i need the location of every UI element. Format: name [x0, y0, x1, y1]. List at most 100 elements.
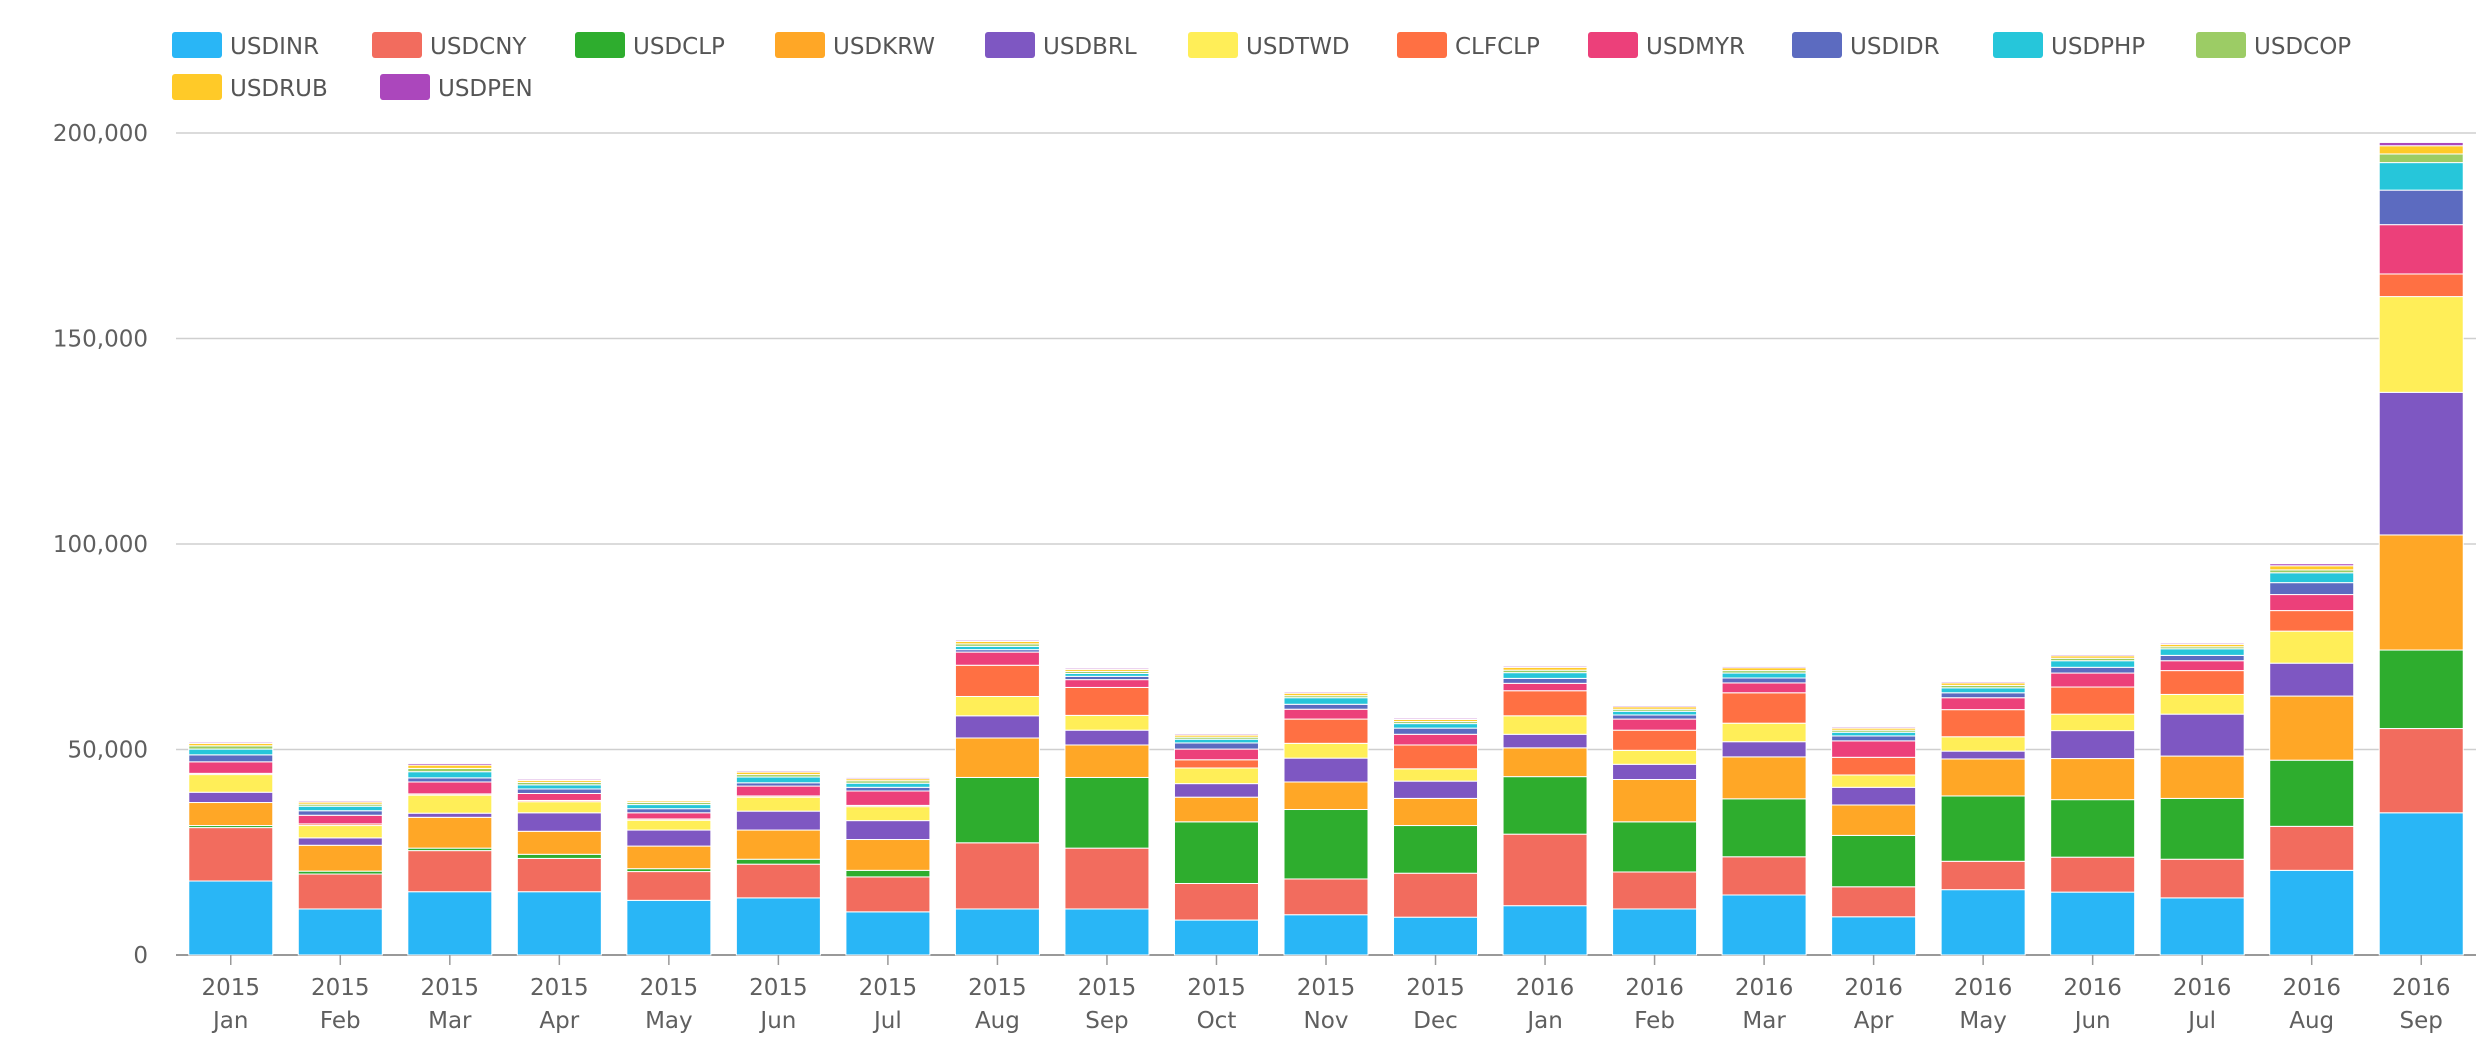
bar-segment[interactable] — [2378, 141, 2464, 147]
bar-segment[interactable] — [1064, 776, 1150, 849]
bar-segment[interactable] — [735, 796, 821, 812]
bar-segment[interactable] — [1721, 741, 1807, 758]
bar-segment[interactable] — [2378, 649, 2464, 730]
bar-segment[interactable] — [2269, 572, 2355, 584]
bar-segment[interactable] — [1173, 759, 1259, 769]
bar-segment[interactable] — [1393, 825, 1479, 874]
bar-segment[interactable] — [407, 771, 493, 779]
bar-stack[interactable] — [1721, 665, 1807, 956]
bar-segment[interactable] — [626, 812, 712, 820]
bar-segment[interactable] — [1173, 919, 1259, 956]
bar-segment[interactable] — [516, 788, 602, 794]
bar-segment[interactable] — [954, 639, 1040, 642]
bar-stack[interactable] — [2159, 642, 2245, 956]
bar-segment[interactable] — [2050, 713, 2136, 732]
bar-segment[interactable] — [1721, 722, 1807, 743]
bar-segment[interactable] — [1831, 731, 1917, 737]
bar-segment[interactable] — [735, 770, 821, 773]
bar-segment[interactable] — [1502, 733, 1588, 749]
bar-segment[interactable] — [1283, 708, 1369, 720]
bar-segment[interactable] — [735, 810, 821, 831]
bar-segment[interactable] — [407, 781, 493, 795]
bar-segment[interactable] — [2378, 534, 2464, 651]
bar-segment[interactable] — [1831, 804, 1917, 836]
bar-segment[interactable] — [1502, 690, 1588, 717]
bar-segment[interactable] — [1064, 744, 1150, 778]
bar-segment[interactable] — [1173, 882, 1259, 921]
bar-segment[interactable] — [1721, 677, 1807, 684]
bar-segment[interactable] — [735, 776, 821, 784]
bar-segment[interactable] — [1173, 796, 1259, 823]
bar-segment[interactable] — [1612, 821, 1698, 873]
bar-segment[interactable] — [1612, 779, 1698, 823]
bar-segment[interactable] — [954, 908, 1040, 956]
bar-segment[interactable] — [845, 806, 931, 822]
bar-segment[interactable] — [188, 880, 274, 956]
bar-segment[interactable] — [297, 837, 383, 846]
bar-segment[interactable] — [2378, 812, 2464, 956]
bar-segment[interactable] — [1940, 681, 2026, 684]
bar-segment[interactable] — [407, 762, 493, 766]
bar-segment[interactable] — [1064, 679, 1150, 688]
bar-segment[interactable] — [626, 808, 712, 814]
bar-segment[interactable] — [2050, 891, 2136, 956]
bar-segment[interactable] — [407, 816, 493, 849]
bar-segment[interactable] — [2050, 799, 2136, 858]
bar-segment[interactable] — [1721, 665, 1807, 669]
legend-item[interactable]: USDTWD — [1188, 32, 1350, 60]
bar-segment[interactable] — [2050, 730, 2136, 760]
bar-segment[interactable] — [407, 794, 493, 814]
bar-segment[interactable] — [1612, 718, 1698, 731]
bar-segment[interactable] — [2269, 695, 2355, 761]
bar-segment[interactable] — [2050, 758, 2136, 801]
bar-segment[interactable] — [1940, 795, 2026, 862]
bar-segment[interactable] — [845, 869, 931, 878]
bar-stack[interactable] — [735, 770, 821, 956]
legend-item[interactable]: USDCLP — [575, 32, 725, 60]
bar-stack[interactable] — [1831, 726, 1917, 956]
bar-segment[interactable] — [1064, 714, 1150, 731]
bar-segment[interactable] — [2269, 869, 2355, 956]
bar-segment[interactable] — [407, 812, 493, 818]
bar-segment[interactable] — [845, 911, 931, 956]
bar-segment[interactable] — [2269, 759, 2355, 827]
bar-segment[interactable] — [188, 741, 274, 744]
bar-segment[interactable] — [1940, 692, 2026, 699]
bar-segment[interactable] — [2269, 662, 2355, 697]
bar-segment[interactable] — [516, 801, 602, 814]
bar-segment[interactable] — [297, 825, 383, 839]
bar-segment[interactable] — [297, 844, 383, 872]
bar-segment[interactable] — [1502, 672, 1588, 679]
bar-segment[interactable] — [1831, 834, 1917, 888]
bar-segment[interactable] — [1064, 729, 1150, 746]
bar-segment[interactable] — [954, 776, 1040, 844]
bar-segment[interactable] — [2269, 825, 2355, 871]
bar-segment[interactable] — [2050, 660, 2136, 668]
bar-stack[interactable] — [1393, 717, 1479, 956]
bar-segment[interactable] — [1393, 797, 1479, 827]
bar-segment[interactable] — [2269, 630, 2355, 664]
legend-item[interactable]: USDIDR — [1792, 32, 1940, 60]
bar-segment[interactable] — [1283, 878, 1369, 916]
bar-segment[interactable] — [1612, 705, 1698, 708]
bar-segment[interactable] — [1393, 916, 1479, 956]
bar-segment[interactable] — [297, 814, 383, 825]
bar-segment[interactable] — [1721, 856, 1807, 896]
legend-item[interactable]: USDPEN — [380, 74, 533, 102]
bar-stack[interactable] — [2269, 563, 2355, 956]
bar-segment[interactable] — [1721, 692, 1807, 724]
bar-segment[interactable] — [954, 695, 1040, 717]
bar-segment[interactable] — [626, 829, 712, 847]
bar-segment[interactable] — [1173, 821, 1259, 884]
bar-segment[interactable] — [2378, 391, 2464, 536]
bar-segment[interactable] — [845, 820, 931, 841]
bar-segment[interactable] — [735, 897, 821, 956]
bar-segment[interactable] — [2159, 713, 2245, 757]
bar-segment[interactable] — [516, 857, 602, 893]
bar-segment[interactable] — [1502, 665, 1588, 668]
bar-segment[interactable] — [1721, 894, 1807, 956]
bar-segment[interactable] — [407, 891, 493, 956]
bar-segment[interactable] — [1064, 667, 1150, 670]
bar-segment[interactable] — [188, 802, 274, 827]
bar-segment[interactable] — [2378, 273, 2464, 298]
